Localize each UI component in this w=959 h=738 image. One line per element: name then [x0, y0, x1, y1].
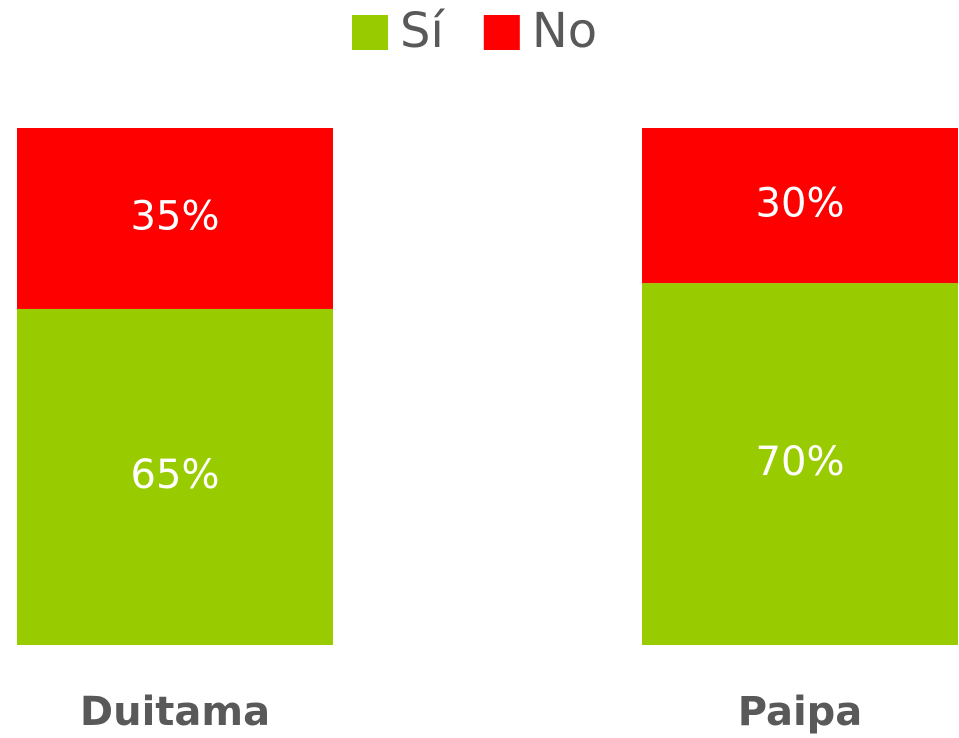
x-tick-label: Paipa — [738, 689, 863, 735]
x-tick-label: Duitama — [80, 689, 270, 735]
data-label: 65% — [131, 452, 220, 498]
bar-segment — [642, 128, 958, 284]
legend-swatch — [483, 15, 520, 50]
data-label: 35% — [131, 193, 220, 239]
legend-label: No — [532, 3, 597, 59]
bar-segment — [17, 128, 333, 309]
legend-label: Sí — [400, 3, 445, 59]
bar-segment — [17, 308, 333, 645]
data-label: 70% — [756, 439, 845, 485]
data-label: 30% — [756, 181, 845, 227]
bar-segment — [642, 283, 958, 645]
legend-swatch — [352, 15, 388, 50]
